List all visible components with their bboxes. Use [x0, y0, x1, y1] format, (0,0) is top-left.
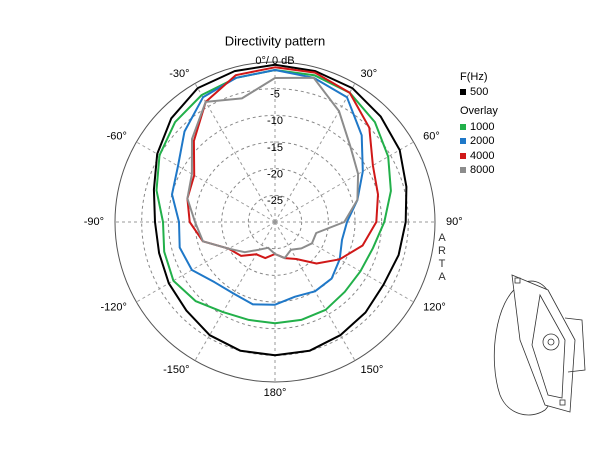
- legend-label: 4000: [470, 150, 494, 162]
- angle-label: 120°: [423, 301, 446, 313]
- grid: 0°/ 0 dB 30° 60° 90° 120° 150° 180° -150° -120° -…: [84, 55, 463, 399]
- legend-label: 1000: [470, 121, 494, 133]
- angle-label: 180°: [264, 387, 287, 399]
- radial-grid-line: [274, 83, 356, 223]
- series-line: [152, 63, 408, 357]
- radial-grid-line: [274, 141, 414, 223]
- angle-label: -120°: [100, 301, 126, 313]
- legend-overlay: Overlay: [460, 105, 498, 117]
- radial-tick-label: -20: [267, 169, 283, 181]
- radial-grid-line: [136, 221, 276, 303]
- legend-swatch: [460, 89, 466, 95]
- radial-tick-label: -25: [267, 195, 283, 207]
- legend: F(Hz) 500 1000 2000 4000 8000 Overlay: [460, 71, 498, 176]
- speaker-illustration: [493, 274, 586, 416]
- radial-tick-label: -5: [270, 89, 280, 101]
- legend-swatch: [460, 124, 466, 130]
- angle-label: 0°/ 0 dB: [255, 55, 294, 67]
- legend-label: 500: [470, 86, 488, 98]
- legend-label: 8000: [470, 164, 494, 176]
- outer-ring: [114, 61, 436, 383]
- radial-grid-line: [274, 221, 414, 303]
- legend-swatch: [460, 167, 466, 173]
- angle-label: 60°: [423, 130, 440, 142]
- angle-label: 30°: [361, 68, 378, 80]
- angle-label: 90°: [446, 216, 463, 228]
- plot: [152, 63, 408, 357]
- legend-label: 2000: [470, 135, 494, 147]
- watermark: ARTA: [436, 232, 448, 284]
- legend-swatch: [460, 138, 466, 144]
- angle-label: 150°: [361, 364, 384, 376]
- chart-title: Directivity pattern: [225, 33, 325, 48]
- radial-grid-line: [194, 83, 276, 223]
- legend-title: F(Hz): [460, 71, 488, 83]
- radial-tick-label: -15: [267, 142, 283, 154]
- grid-ring: [167, 114, 383, 330]
- radial-tick-label: -10: [267, 115, 283, 127]
- angle-label: -150°: [163, 364, 189, 376]
- legend-swatch: [460, 153, 466, 159]
- radial-grid-line: [194, 221, 276, 361]
- angle-label: -90°: [84, 216, 104, 228]
- angle-label: -30°: [169, 68, 189, 80]
- grid-ring: [221, 168, 329, 276]
- series-line: [186, 76, 360, 260]
- series-line: [186, 66, 379, 265]
- angle-label: -60°: [107, 130, 127, 142]
